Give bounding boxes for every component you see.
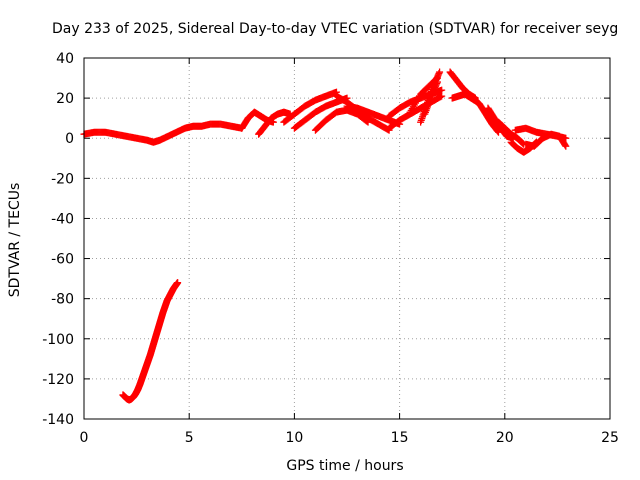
data-point <box>174 279 182 287</box>
data-point <box>438 86 446 94</box>
y-tick-label: -100 <box>42 332 74 348</box>
x-tick-label: 15 <box>391 430 409 446</box>
series-early-pass <box>119 279 182 404</box>
y-tick-labels: -140 -120 -100 -80 -60 -40 -20 0 20 40 <box>42 51 74 428</box>
data-point <box>438 92 446 100</box>
y-tick-label: 0 <box>65 131 74 147</box>
x-tick-label: 5 <box>185 430 194 446</box>
plot-frame <box>83 57 611 420</box>
y-axis-label: SDTVAR / TECUs <box>7 183 23 298</box>
series-arc-t <box>511 124 570 142</box>
y-tick-label: -40 <box>51 211 74 227</box>
x-axis-label: GPS time / hours <box>286 458 403 474</box>
x-tick-label: 10 <box>285 430 303 446</box>
axis-ticks <box>83 57 611 420</box>
series-baseline <box>80 120 246 146</box>
x-tick-label: 0 <box>80 430 89 446</box>
series-arc-c <box>280 88 340 126</box>
chart-title: Day 233 of 2025, Sidereal Day-to-day VTE… <box>52 21 618 37</box>
data-series <box>80 68 570 404</box>
y-tick-label: -60 <box>51 252 74 268</box>
y-tick-label: 20 <box>56 91 74 107</box>
series-arc-q <box>494 118 528 148</box>
y-tick-label: -20 <box>51 171 74 187</box>
data-point <box>562 134 570 142</box>
series-arc-l <box>421 78 441 118</box>
data-point <box>562 142 570 150</box>
x-tick-labels: 0 5 10 15 20 25 <box>80 430 619 446</box>
series-arc-o <box>469 94 502 136</box>
y-tick-label: -140 <box>42 412 74 428</box>
y-tick-label: 40 <box>56 51 74 67</box>
x-tick-label: 25 <box>601 430 619 446</box>
y-tick-label: -80 <box>51 292 74 308</box>
y-tick-label: -120 <box>42 372 74 388</box>
data-point <box>433 78 441 86</box>
x-tick-label: 20 <box>496 430 514 446</box>
data-point <box>436 68 444 76</box>
